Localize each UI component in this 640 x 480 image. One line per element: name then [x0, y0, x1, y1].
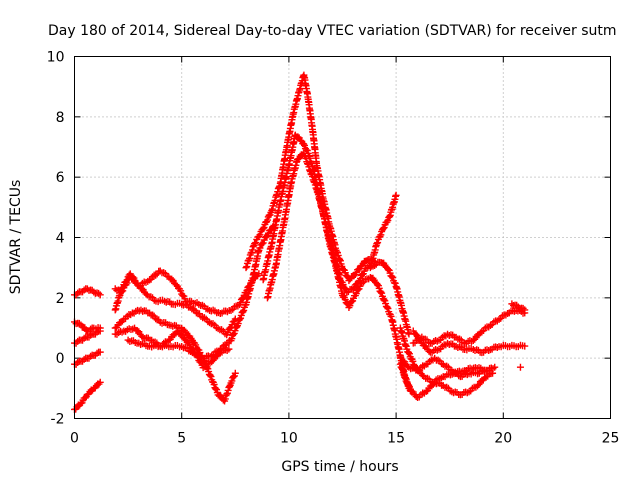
data-series-trace-k — [366, 191, 400, 272]
data-series-trace-q — [508, 300, 529, 314]
data-series-trace-peak-1 — [242, 71, 379, 285]
data-series-trace-r — [516, 363, 524, 371]
y-axis-label: SDTVAR / TECUs — [8, 180, 24, 295]
chart-title: Day 180 of 2014, Sidereal Day-to-day VTE… — [48, 23, 617, 39]
data-series-trace-g — [111, 270, 239, 339]
x-tick-label: 10 — [280, 431, 298, 447]
x-tick-label: 20 — [494, 431, 512, 447]
axis-ticks: 0 5 10 15 20 25 -2 0 2 4 6 8 10 — [47, 50, 620, 447]
x-tick-label: 5 — [177, 431, 186, 447]
data-series-trace-h — [111, 306, 239, 405]
x-axis-label: GPS time / hours — [281, 459, 398, 475]
y-tick-label: 10 — [47, 50, 65, 66]
x-tick-label: 25 — [602, 431, 620, 447]
y-tick-label: 4 — [56, 231, 65, 247]
data-series-trace-p — [396, 354, 490, 381]
x-tick-label: 0 — [70, 431, 79, 447]
x-tick-label: 15 — [387, 431, 405, 447]
grid-lines — [74, 56, 611, 419]
y-tick-label: 6 — [56, 170, 65, 186]
data-series-trace-j — [124, 327, 233, 372]
data-series-trace-a — [71, 378, 104, 413]
y-tick-label: 8 — [56, 110, 65, 126]
y-tick-label: -2 — [51, 412, 65, 428]
y-tick-label: 0 — [56, 351, 65, 367]
data-series-trace-peak-3 — [263, 149, 415, 395]
y-tick-label: 2 — [56, 291, 65, 307]
data-points — [71, 71, 529, 413]
data-series-trace-m — [396, 360, 497, 402]
data-series-trace-o — [409, 327, 529, 357]
data-series-trace-n — [409, 306, 529, 347]
data-series-trace-b — [71, 285, 104, 299]
plot-frame — [74, 56, 611, 419]
